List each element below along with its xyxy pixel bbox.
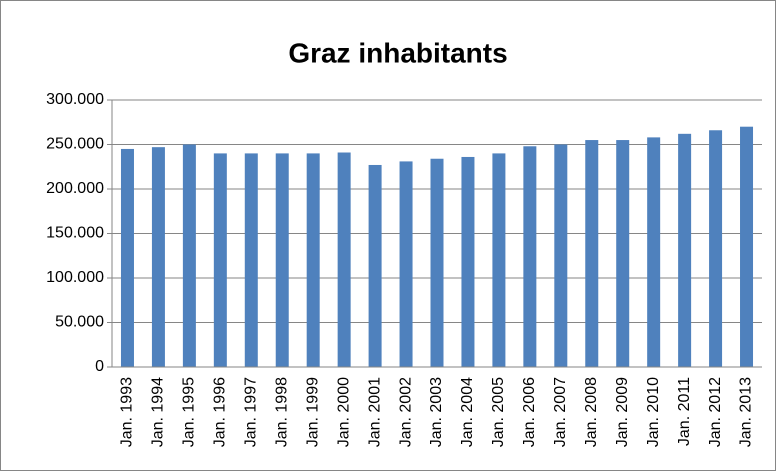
x-tick-label: Jan. 2010 <box>645 377 662 447</box>
bar <box>523 146 537 367</box>
y-tick-label: 0 <box>95 358 104 375</box>
y-tick-label: 100.000 <box>46 269 104 286</box>
x-tick-label: Jan. 2011 <box>676 377 693 446</box>
x-tick-label: Jan. 1998 <box>273 377 290 447</box>
bar <box>120 148 134 367</box>
bar <box>430 158 444 367</box>
x-tick-label: Jan. 2006 <box>521 377 538 447</box>
bar <box>492 153 506 367</box>
x-tick-label: Jan. 2000 <box>335 377 352 447</box>
bar <box>182 144 196 367</box>
bar <box>275 153 289 367</box>
x-tick-label: Jan. 1993 <box>119 377 136 447</box>
bar <box>368 164 382 367</box>
bar <box>585 140 599 367</box>
y-tick-label: 200.000 <box>46 180 104 197</box>
y-tick-label: 50.000 <box>55 314 104 331</box>
bar <box>461 156 475 367</box>
x-tick-label: Jan. 2012 <box>707 377 724 447</box>
bar <box>213 153 227 367</box>
x-tick-label: Jan. 1996 <box>212 377 229 447</box>
x-tick-label: Jan. 2007 <box>552 377 569 447</box>
y-tick-label: 150.000 <box>46 225 104 242</box>
x-tick-label: Jan. 2001 <box>366 377 383 447</box>
x-tick-label: Jan. 2004 <box>459 377 476 447</box>
chart-title: Graz inhabitants <box>288 37 507 68</box>
bar <box>616 140 630 367</box>
x-tick-label: Jan. 2003 <box>428 377 445 447</box>
bar <box>740 126 754 367</box>
bar <box>306 153 320 367</box>
x-tick-label: Jan. 2005 <box>490 377 507 447</box>
bar <box>337 152 351 367</box>
x-tick-label: Jan. 1999 <box>304 377 321 447</box>
bar <box>151 147 165 367</box>
x-tick-label: Jan. 2009 <box>614 377 631 447</box>
x-tick-label: Jan. 1994 <box>150 377 167 447</box>
y-tick-label: 300.000 <box>46 91 104 108</box>
bar <box>647 137 661 367</box>
bar <box>678 133 692 367</box>
x-tick-label: Jan. 1995 <box>181 377 198 447</box>
x-tick-label: Jan. 2002 <box>397 377 414 447</box>
bar <box>554 144 568 367</box>
bar <box>399 161 413 367</box>
x-tick-label: Jan. 1997 <box>243 377 260 447</box>
bar <box>244 153 258 367</box>
y-tick-label: 250.000 <box>46 136 104 153</box>
x-tick-label: Jan. 2013 <box>738 377 755 447</box>
bar <box>709 130 723 367</box>
x-tick-label: Jan. 2008 <box>583 377 600 447</box>
